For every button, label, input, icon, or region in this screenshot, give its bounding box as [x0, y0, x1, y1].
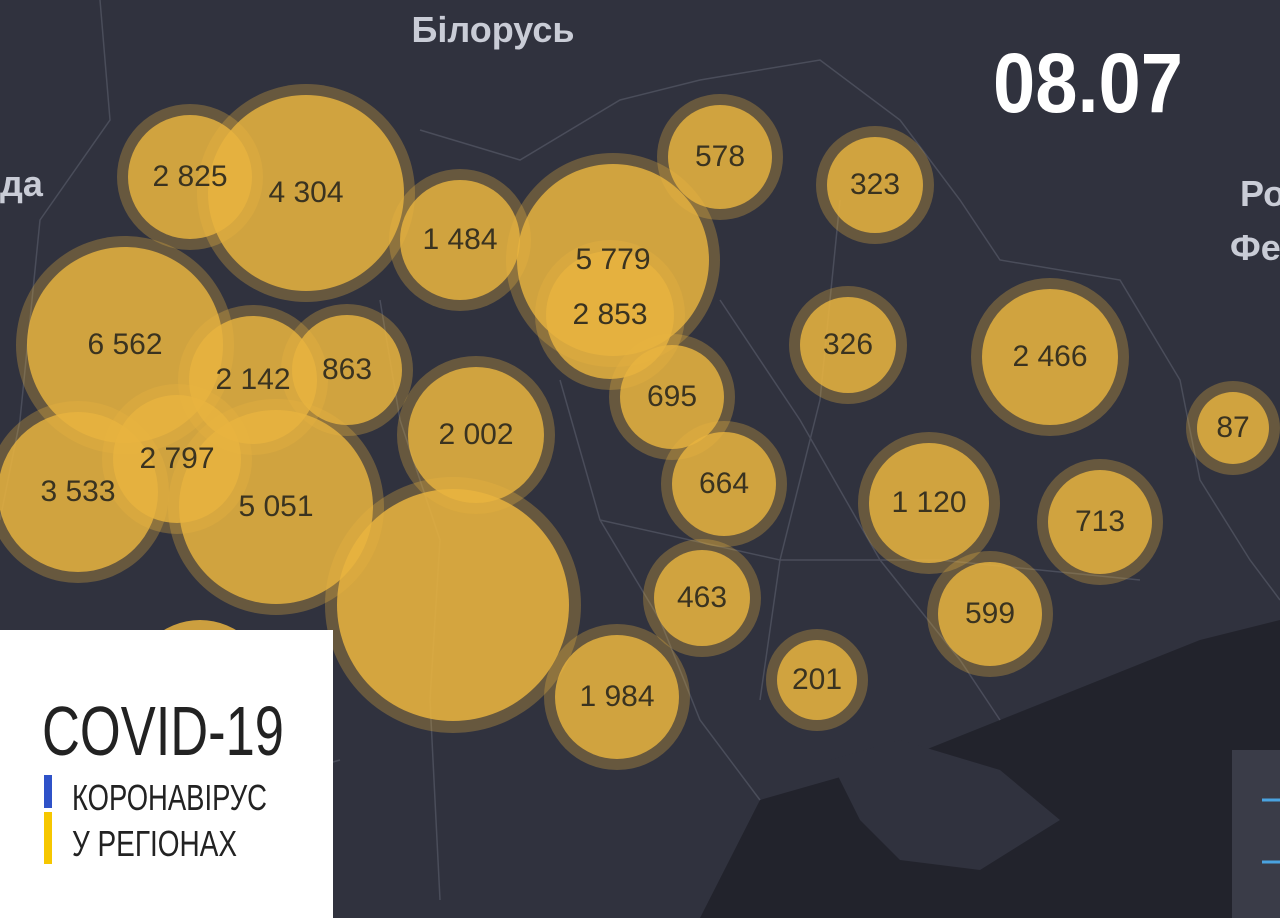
bubble-label: 2 002: [438, 418, 513, 451]
bubble-label: 2 825: [152, 160, 227, 193]
bubble-label: 5 051: [238, 490, 313, 523]
bubble-label: 3 533: [40, 475, 115, 508]
panel-bg: [0, 630, 333, 918]
bubble-label: 87: [1216, 411, 1249, 444]
bubble: [938, 562, 1042, 666]
bubble-label: 713: [1075, 505, 1125, 538]
bubble: [400, 180, 520, 300]
bubble-label: 863: [322, 353, 372, 386]
map-control: [1232, 750, 1280, 918]
bubble-label: 463: [677, 581, 727, 614]
bubble: [408, 367, 544, 503]
info-panel: COVID-19 КОРОНАВІРУС У РЕГІОНАХ: [0, 630, 333, 918]
bubble-label: 5 779: [575, 243, 650, 276]
bubble: [546, 251, 674, 379]
bubble-label: 1 984: [579, 680, 654, 713]
bubble: [982, 289, 1118, 425]
bubble-label: 2 142: [215, 363, 290, 396]
country-label: да: [0, 163, 44, 204]
country-label: Фе: [1230, 227, 1280, 268]
bubble-label: 201: [792, 663, 842, 696]
bubble: [292, 315, 402, 425]
date: 08.07: [993, 36, 1183, 130]
bubble: [869, 443, 989, 563]
flag-yellow: [44, 812, 52, 864]
bubble: [179, 410, 373, 604]
bubble: [1197, 392, 1269, 464]
bubble-label: 2 853: [572, 298, 647, 331]
bubble: [668, 105, 772, 209]
flag-blue: [44, 775, 52, 808]
bubble: [1048, 470, 1152, 574]
bubble-label: 2 797: [139, 442, 214, 475]
bubble: [654, 550, 750, 646]
bubble-label: 6 562: [87, 328, 162, 361]
bubbles: 2 825 4 304 1 484 5 779 2 853 578 323 6 562 2 14…: [0, 84, 1280, 770]
bubble-label: 1 484: [422, 223, 497, 256]
bubble-label: 578: [695, 140, 745, 173]
bubble-label: 2 466: [1012, 340, 1087, 373]
bubble: [800, 297, 896, 393]
crimea: [830, 740, 1060, 870]
bubble-label: 664: [699, 467, 749, 500]
bubble: [672, 432, 776, 536]
panel-subtitle: У РЕГІОНАХ: [72, 823, 237, 864]
bubble: [208, 95, 404, 291]
bubble: [777, 640, 857, 720]
country-label: Білорусь: [411, 9, 574, 50]
country-label: Ро: [1240, 173, 1280, 214]
bubble: [337, 489, 569, 721]
bubble: [827, 137, 923, 233]
bubble: [555, 635, 679, 759]
panel-title: COVID-19: [42, 692, 284, 770]
bubble-label: 4 304: [268, 176, 343, 209]
bubble-label: 599: [965, 597, 1015, 630]
panel-subtitle: КОРОНАВІРУС: [72, 777, 267, 818]
bubble-label: 323: [850, 168, 900, 201]
bubble: [27, 247, 223, 443]
bubble-label: 695: [647, 380, 697, 413]
bubble: [620, 345, 724, 449]
bubble-label: 326: [823, 328, 873, 361]
bubble-label: 1 120: [891, 486, 966, 519]
